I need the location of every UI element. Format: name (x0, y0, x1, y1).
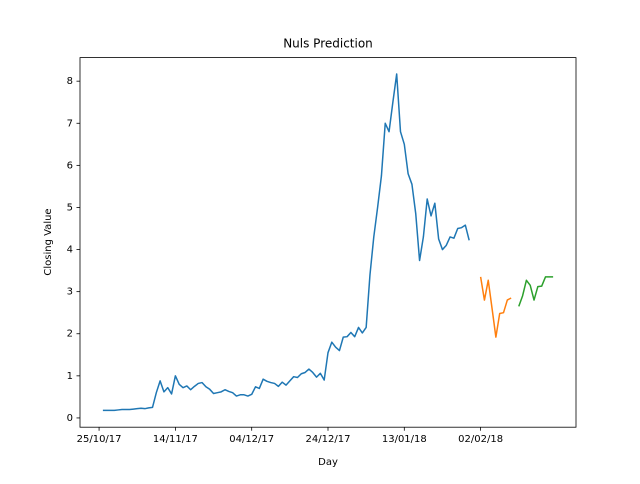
data-line (479, 276, 512, 338)
y-tick-label: 3 (67, 287, 73, 298)
y-axis-label: Closing Value (43, 208, 54, 275)
x-tick-label: 13/01/18 (382, 434, 427, 445)
y-tick-label: 7 (67, 118, 73, 129)
x-tick-label: 02/02/18 (458, 434, 503, 445)
x-tick-label: 04/12/17 (229, 434, 274, 445)
plot-frame (79, 57, 577, 428)
chart-title: Nuls Prediction (283, 37, 373, 51)
y-tick-label: 6 (67, 160, 73, 171)
data-line (102, 73, 470, 412)
x-axis-label: Day (318, 457, 338, 468)
x-tick-label: 14/11/17 (153, 434, 198, 445)
y-tick-label: 5 (67, 202, 73, 213)
x-tick-label: 25/10/17 (77, 434, 122, 445)
y-tick-label: 2 (67, 329, 73, 340)
x-tick-label: 24/12/17 (306, 434, 351, 445)
y-tick-label: 1 (67, 371, 73, 382)
y-tick-label: 8 (67, 76, 73, 87)
data-line (518, 276, 554, 307)
y-tick-label: 0 (67, 413, 73, 424)
y-tick-label: 4 (67, 245, 73, 256)
